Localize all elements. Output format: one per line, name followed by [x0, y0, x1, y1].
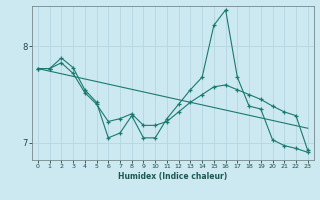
X-axis label: Humidex (Indice chaleur): Humidex (Indice chaleur)	[118, 172, 228, 181]
